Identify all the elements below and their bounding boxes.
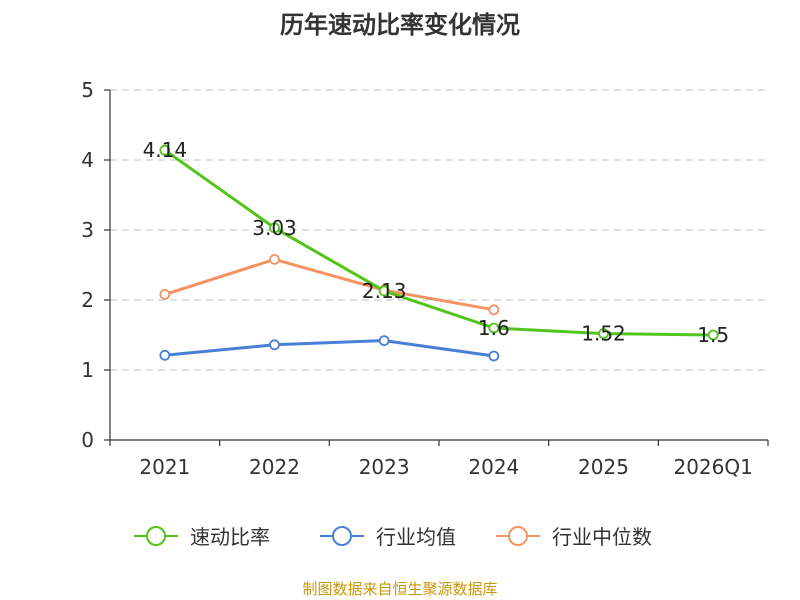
chart-title: 历年速动比率变化情况 (280, 11, 520, 39)
x-tick-label: 2026Q1 (673, 455, 752, 479)
data-point (488, 350, 500, 362)
x-tick-label: 2022 (249, 455, 300, 479)
series-line (164, 257, 495, 312)
data-point (488, 322, 500, 334)
data-point (707, 329, 719, 341)
source-note: 制图数据来自恒生聚源数据库 (302, 580, 497, 598)
data-label: 1.6 (478, 316, 510, 340)
axes: 0 1 2 3 4 5 2021 2022 2023 2024 2025 2026Q1 (81, 78, 769, 479)
data-label: 2.13 (362, 279, 407, 303)
series-line (164, 339, 495, 358)
data-point (269, 253, 280, 265)
legend-marker (508, 526, 528, 546)
x-tick-label: 2023 (359, 455, 410, 479)
y-tick-label: 3 (81, 218, 94, 242)
legend-label: 行业中位数 (552, 525, 652, 549)
legend-label: 速动比率 (190, 525, 270, 549)
data-labels: 4.14 3.03 2.13 1.6 1.52 1.5 (143, 138, 730, 347)
grid-lines (110, 89, 768, 371)
y-tick-label: 2 (81, 288, 94, 312)
data-point (378, 335, 390, 347)
data-point (598, 328, 609, 340)
legend-marker (332, 526, 352, 546)
data-point (159, 288, 171, 300)
y-tick-label: 4 (81, 148, 94, 172)
legend: 速动比率 行业均值 行业中位数 (134, 525, 652, 549)
data-point (378, 285, 390, 297)
legend-marker (146, 526, 166, 546)
legend-label: 行业均值 (376, 525, 456, 549)
data-label: 3.03 (252, 216, 297, 240)
data-label: 1.52 (581, 322, 626, 346)
data-label: 4.14 (143, 138, 188, 162)
data-point (488, 304, 500, 316)
data-point (269, 222, 280, 234)
series-line (163, 148, 714, 337)
y-tick-label: 5 (81, 78, 94, 102)
data-point (269, 339, 280, 351)
data-label: 1.5 (697, 323, 729, 347)
x-tick-label: 2021 (139, 455, 190, 479)
y-tick-label: 0 (81, 428, 94, 452)
y-tick-label: 1 (81, 358, 94, 382)
series-group (159, 144, 719, 362)
x-tick-label: 2025 (578, 455, 629, 479)
data-point (159, 144, 171, 156)
data-point (159, 349, 171, 361)
x-tick-label: 2024 (468, 455, 519, 479)
